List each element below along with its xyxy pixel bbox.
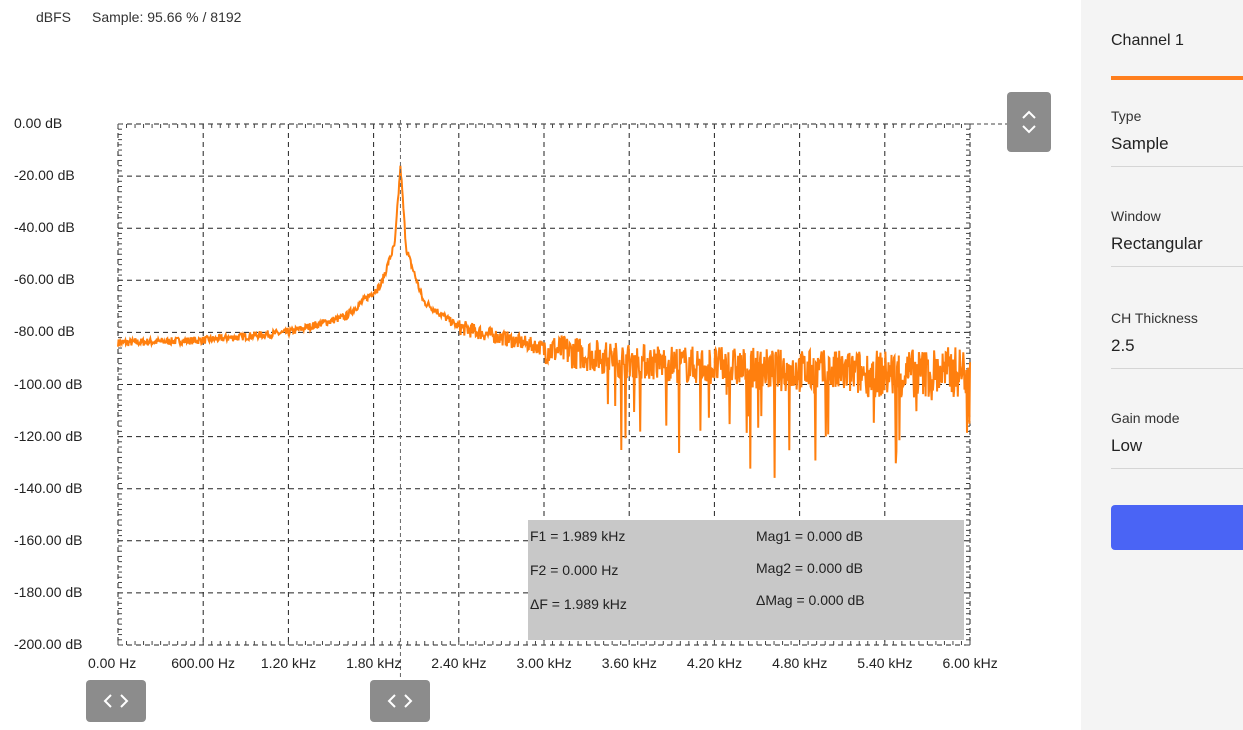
gain-mode-field[interactable]: Gain mode Low <box>1111 410 1243 469</box>
top-info-bar: dBFS Sample: 95.66 % / 8192 <box>0 0 1080 36</box>
chevron-up-down-icon <box>1022 110 1036 134</box>
chevron-left-right-icon <box>103 694 129 708</box>
gain-mode-value[interactable]: Low <box>1111 436 1143 455</box>
divider <box>1111 266 1243 267</box>
x-tick-label: 0.00 Hz <box>88 655 137 671</box>
spectrum-plot-area: 0.00 dB -20.00 dB -40.00 dB -60.00 dB -80.00… <box>0 80 1080 722</box>
type-value[interactable]: Sample <box>1111 134 1169 153</box>
channel-tab-title[interactable]: Channel 1 <box>1111 32 1184 49</box>
y-tick-label: -100.00 dB <box>14 375 83 392</box>
x-tick-label: 1.80 kHz <box>346 655 402 671</box>
type-field[interactable]: Type Sample <box>1111 108 1243 167</box>
y-tick-label: -140.00 dB <box>14 479 83 496</box>
delta-f-readout: ΔF = 1.989 kHz <box>530 596 627 612</box>
y-tick-label: 0.00 dB <box>14 115 63 131</box>
type-label: Type <box>1111 108 1142 124</box>
x-tick-label: 5.40 kHz <box>857 655 913 671</box>
x-tick-label: 3.00 kHz <box>516 655 572 671</box>
sample-info: Sample: 95.66 % / 8192 <box>92 9 242 25</box>
ch-thickness-value[interactable]: 2.5 <box>1111 336 1135 355</box>
divider <box>1111 368 1243 369</box>
x-tick-label: 600.00 Hz <box>171 655 236 671</box>
y-tick-label: -120.00 dB <box>14 427 83 444</box>
x-tick-label: 2.40 kHz <box>431 655 487 671</box>
y-tick-label: -80.00 dB <box>14 323 75 340</box>
channel-tab-indicator <box>1111 76 1243 80</box>
x-tick-label: 6.00 kHz <box>942 655 998 671</box>
window-label: Window <box>1111 208 1161 224</box>
cursor-1-handle[interactable] <box>86 680 146 722</box>
ch-thickness-field[interactable]: CH Thickness 2.5 <box>1111 310 1243 369</box>
spectrum-trace <box>117 165 971 478</box>
cursor-readout-panel: F1 = 1.989 kHz F2 = 0.000 Hz ΔF = 1.989 … <box>528 520 964 640</box>
y-tick-label: -40.00 dB <box>14 219 75 236</box>
window-field[interactable]: Window Rectangular <box>1111 208 1243 267</box>
y-tick-label: -200.00 dB <box>14 636 83 652</box>
divider <box>1111 468 1243 469</box>
delta-mag-readout: ΔMag = 0.000 dB <box>756 592 865 608</box>
y-tick-label: -180.00 dB <box>14 583 83 600</box>
f1-readout: F1 = 1.989 kHz <box>530 528 626 544</box>
cursor-2-handle[interactable] <box>370 680 430 722</box>
chevron-left-right-icon <box>387 694 413 708</box>
x-tick-label: 3.60 kHz <box>601 655 657 671</box>
x-tick-label: 4.20 kHz <box>686 655 743 671</box>
mag1-readout: Mag1 = 0.000 dB <box>756 528 864 544</box>
ch-thickness-label: CH Thickness <box>1111 310 1198 326</box>
channel-settings-panel: Channel 1 Type Sample Window Rectangular… <box>1081 0 1243 730</box>
action-button[interactable] <box>1111 505 1243 550</box>
gain-mode-label: Gain mode <box>1111 410 1180 426</box>
x-tick-label: 4.80 kHz <box>772 655 828 671</box>
mag2-readout: Mag2 = 0.000 dB <box>756 560 864 576</box>
y-tick-label: -60.00 dB <box>14 271 75 288</box>
unit-label: dBFS <box>36 9 72 25</box>
y-cursor-handle[interactable] <box>1007 92 1051 152</box>
y-tick-label: -20.00 dB <box>14 167 75 184</box>
divider <box>1111 166 1243 167</box>
x-tick-label: 1.20 kHz <box>260 655 317 671</box>
window-value[interactable]: Rectangular <box>1111 234 1203 253</box>
y-tick-label: -160.00 dB <box>14 531 83 548</box>
f2-readout: F2 = 0.000 Hz <box>530 562 619 578</box>
